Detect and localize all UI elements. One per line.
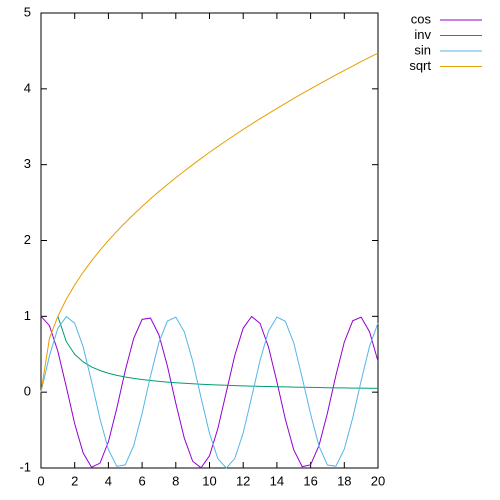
x-tick-label: 0 — [37, 473, 44, 488]
legend-label: sin — [414, 42, 431, 57]
legend-label: inv — [414, 27, 431, 42]
y-tick-label: 5 — [24, 4, 31, 19]
series-line — [40, 315, 379, 469]
y-tick-label: 4 — [24, 80, 31, 95]
x-tick-label: 6 — [138, 473, 145, 488]
x-tick-label: 8 — [172, 473, 179, 488]
y-tick-label: 1 — [24, 308, 31, 323]
y-tick-label: 3 — [24, 156, 31, 171]
plot-frame — [40, 12, 379, 469]
x-tick-label: 4 — [105, 473, 112, 488]
x-tick-label: 18 — [337, 473, 351, 488]
y-tick-label: -1 — [19, 459, 31, 474]
y-tick-label: 2 — [24, 232, 31, 247]
x-tick-label: 16 — [303, 473, 317, 488]
x-tick-label: 20 — [371, 473, 385, 488]
y-tick-label: 0 — [24, 384, 31, 399]
series-line — [40, 52, 379, 393]
legend-label: cos — [411, 11, 432, 26]
legend-label: sqrt — [409, 58, 431, 73]
x-tick-label: 12 — [236, 473, 250, 488]
x-tick-label: 2 — [71, 473, 78, 488]
x-tick-label: 14 — [270, 473, 284, 488]
series-line — [57, 316, 379, 389]
x-tick-label: 10 — [202, 473, 216, 488]
series-line — [40, 315, 379, 469]
